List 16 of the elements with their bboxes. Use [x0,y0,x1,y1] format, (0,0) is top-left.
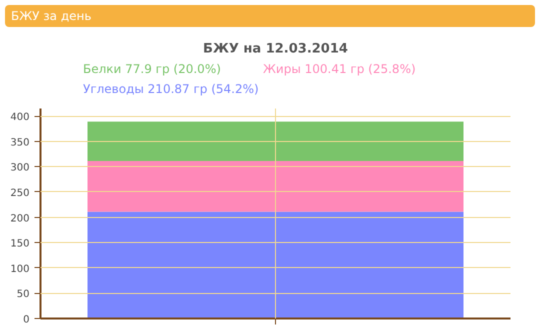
y-tick-label: 0 [23,314,30,326]
y-tick-label: 200 [10,213,30,224]
y-tick-label: 100 [10,264,30,275]
bar [88,122,464,161]
y-tick-label: 50 [16,289,30,300]
y-tick-label: 150 [10,238,30,250]
y-tick-label: 400 [10,112,30,124]
text: Белки 77.9 гр (20.0%) [83,62,221,76]
text: БЖУ за день [11,8,92,25]
y-tick-label: 350 [10,137,30,148]
text: Жиры 100.41 гр (25.8%) [263,62,416,76]
y-tick-label: 300 [10,162,30,174]
chart-title: БЖУ на 12.03.2014 [203,42,348,56]
text: Углеводы 210.87 гр (54.2%) [83,82,259,96]
y-tick-label: 250 [10,188,30,199]
bar [88,160,464,212]
